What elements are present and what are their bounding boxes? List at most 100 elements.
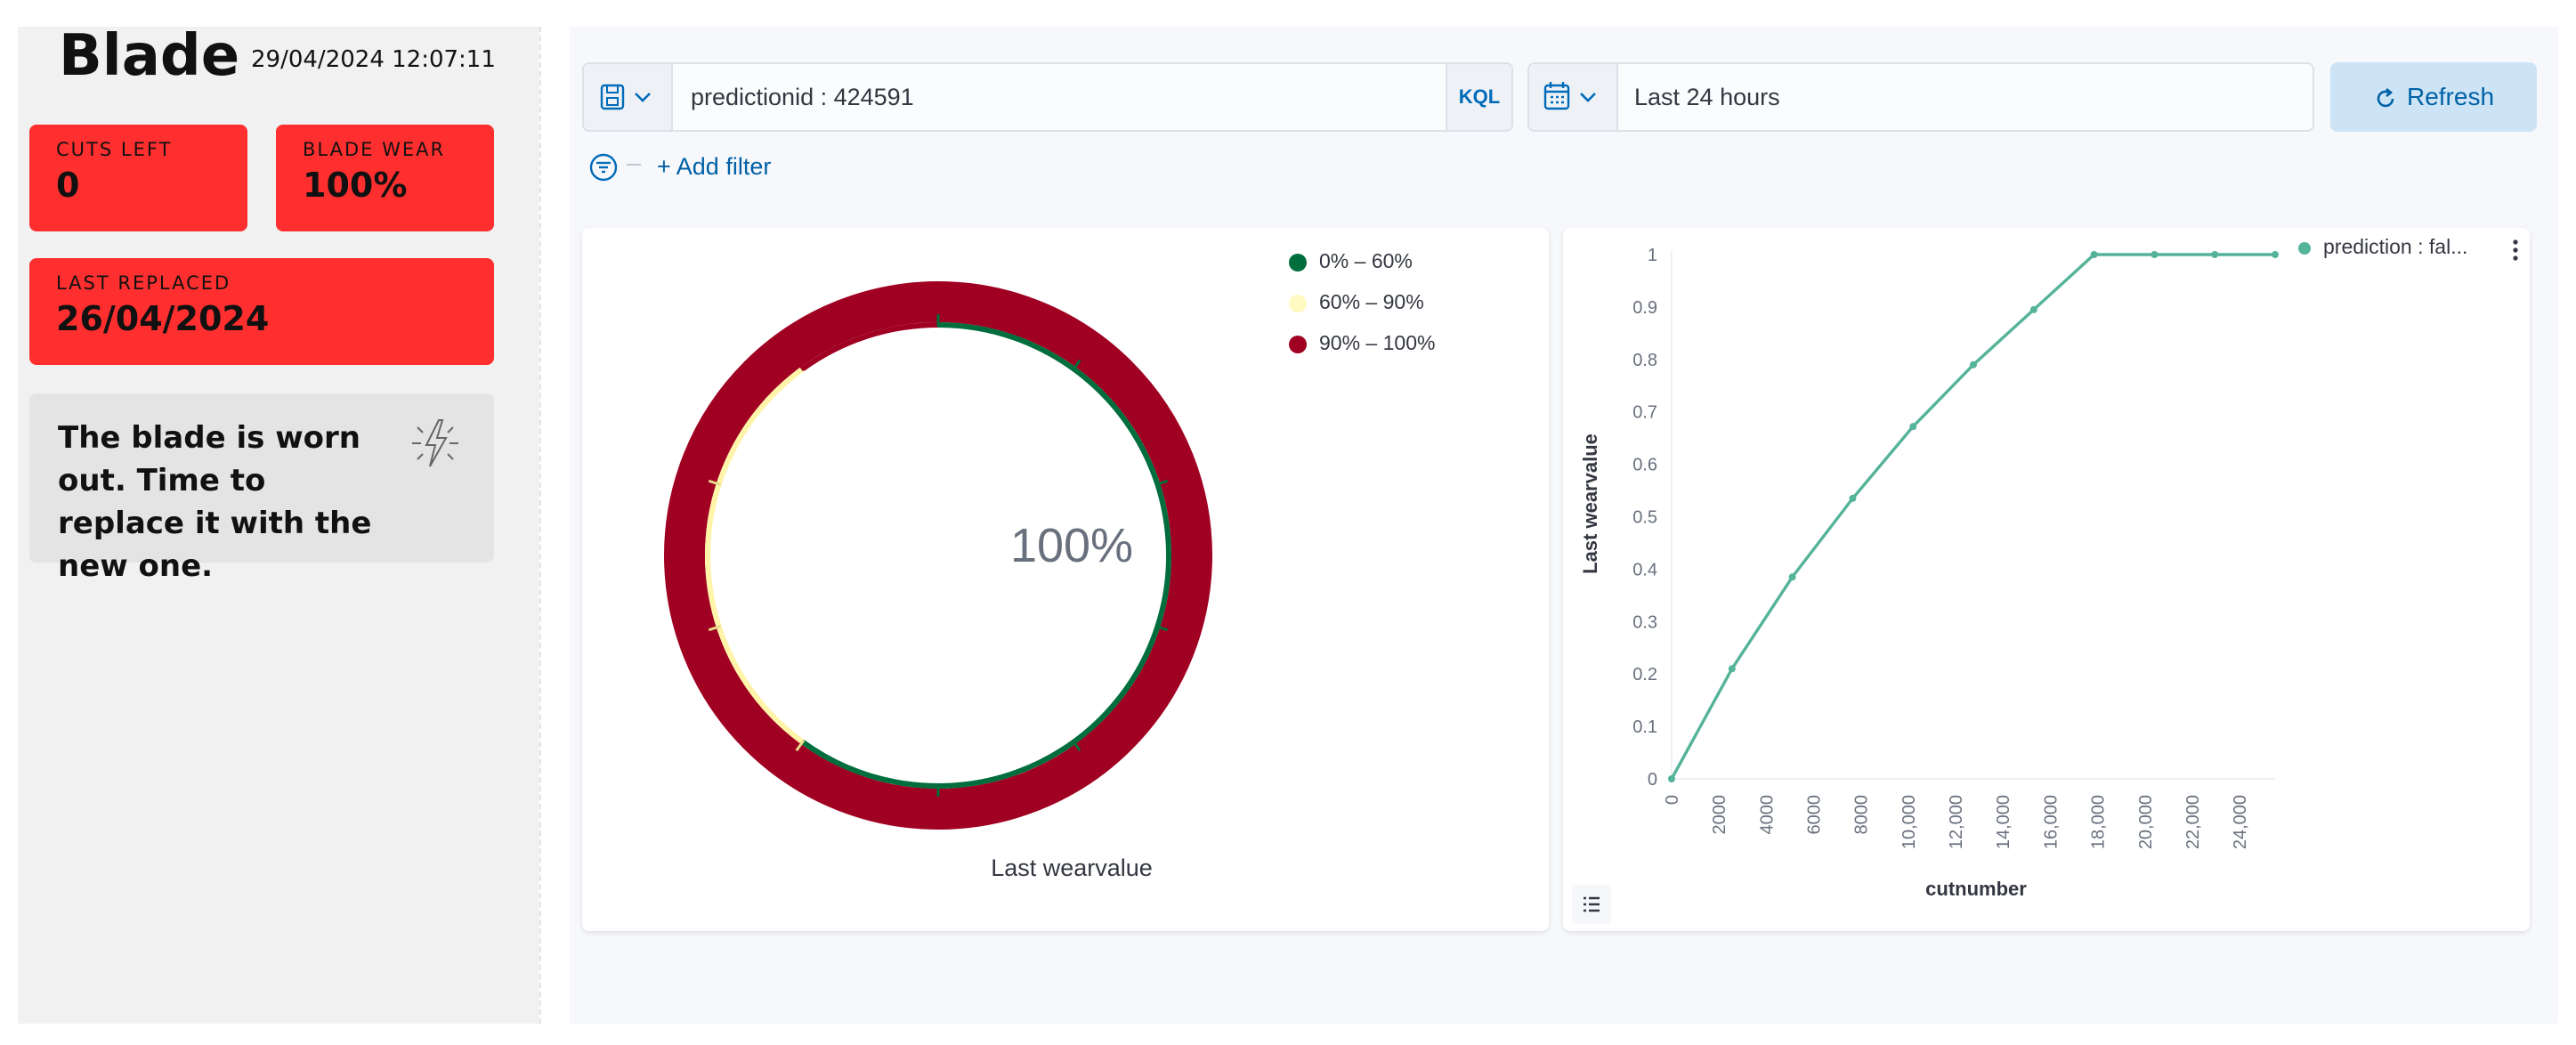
data-point[interactable] <box>1849 494 1857 502</box>
y-tick-label: 0.9 <box>1632 298 1657 318</box>
legend-label: 60% – 90% <box>1319 290 1424 313</box>
gauge-label: Last wearvalue <box>991 855 1153 881</box>
data-point[interactable] <box>1909 423 1917 431</box>
legend-toggle-button[interactable] <box>1572 885 1611 924</box>
data-point[interactable] <box>2029 305 2037 313</box>
x-tick-label: 24,000 <box>2231 795 2250 849</box>
cuts-left-value: 0 <box>56 166 80 205</box>
cuts-left-label: CUTS LEFT <box>56 139 173 160</box>
y-tick-label: 0.1 <box>1632 717 1657 737</box>
gauge-tick <box>1154 479 1169 487</box>
y-tick-label: 0.5 <box>1632 508 1657 528</box>
last-replaced-metric: LAST REPLACED 26/04/2024 <box>29 258 494 365</box>
x-tick-label: 20,000 <box>2136 795 2156 849</box>
x-tick-label: 12,000 <box>1947 795 1966 849</box>
blade-wear-value: 100% <box>303 166 408 205</box>
gauge-tick <box>708 479 722 487</box>
filter-icon[interactable] <box>587 151 620 183</box>
gauge-band <box>801 322 939 371</box>
x-tick-label: 8000 <box>1852 795 1872 835</box>
more-options-icon[interactable] <box>2510 237 2521 263</box>
blade-wear-label: BLADE WEAR <box>303 139 446 160</box>
x-tick-label: 0 <box>1663 795 1682 805</box>
search-query-input[interactable]: predictionid : 424591 <box>691 84 914 110</box>
last-replaced-value: 26/04/2024 <box>56 299 270 338</box>
gauge-value-ring <box>664 281 1212 830</box>
data-point[interactable] <box>1970 360 1977 369</box>
x-tick-label: 2000 <box>1710 795 1729 835</box>
cuts-left-metric: CUTS LEFT 0 <box>29 125 247 231</box>
kql-language-button[interactable]: KQL <box>1446 64 1511 130</box>
gauge-tick <box>795 359 806 371</box>
gauge-panel: 0% – 60% 60% – 90% 90% – 100% 100% Last … <box>582 228 1549 931</box>
data-point[interactable] <box>2211 251 2219 258</box>
x-axis-title: cutnumber <box>1925 878 2027 900</box>
blade-wear-metric: BLADE WEAR 100% <box>276 125 494 231</box>
gauge-tick <box>1154 624 1169 632</box>
refresh-label: Refresh <box>2406 83 2495 110</box>
gauge-tick <box>708 624 722 632</box>
panel-divider <box>539 27 541 1024</box>
legend-swatch <box>1289 253 1307 271</box>
y-tick-label: 0 <box>1648 770 1657 790</box>
quick-time-menu-button[interactable] <box>1529 64 1618 130</box>
list-icon <box>1584 896 1600 912</box>
x-tick-label: 4000 <box>1757 795 1777 835</box>
gauge-tick <box>795 740 806 752</box>
x-tick-label: 6000 <box>1805 795 1825 835</box>
data-point[interactable] <box>2090 251 2098 258</box>
legend-label: 0% – 60% <box>1319 249 1413 272</box>
gauge-legend-item[interactable]: 90% – 100% <box>1289 331 1435 355</box>
time-picker[interactable]: Last 24 hours <box>1527 62 2314 132</box>
legend-swatch <box>1289 294 1307 312</box>
gauge-band <box>705 367 805 744</box>
line-legend-item[interactable]: prediction : fal... <box>2298 235 2467 259</box>
y-tick-label: 0.2 <box>1632 665 1657 685</box>
y-tick-label: 0.3 <box>1632 612 1657 632</box>
y-tick-label: 0.8 <box>1632 351 1657 370</box>
y-tick-label: 0.4 <box>1632 560 1657 579</box>
legend-label: 90% – 100% <box>1319 331 1436 354</box>
blade-status-message: The blade is worn out. Time to replace i… <box>29 393 494 584</box>
gauge-tick <box>1071 359 1081 371</box>
last-replaced-label: LAST REPLACED <box>56 272 231 294</box>
saved-query-menu-button[interactable] <box>584 64 673 130</box>
x-tick-label: 14,000 <box>1994 795 2013 849</box>
gauge-tick <box>1071 740 1081 752</box>
data-point[interactable] <box>1788 573 1796 581</box>
refresh-icon <box>2377 87 2394 107</box>
blade-status-text: The blade is worn out. Time to replace i… <box>58 420 372 584</box>
add-filter-button[interactable]: + Add filter <box>657 153 772 180</box>
x-tick-label: 22,000 <box>2183 795 2203 849</box>
wear-gauge <box>664 281 1212 830</box>
query-bar[interactable]: predictionid : 424591 KQL <box>582 62 1513 132</box>
filter-separator <box>627 164 641 166</box>
y-tick-label: 0.6 <box>1632 456 1657 475</box>
data-point[interactable] <box>1728 665 1736 673</box>
line-chart-panel: 0 0.1 0.2 0.3 0.4 0.5 0.6 0.7 0.8 0.9 1 0 2000 4000 60… <box>1563 228 2530 931</box>
series-line <box>1670 253 2275 780</box>
legend-swatch <box>2298 241 2311 255</box>
gauge-value: 100% <box>1009 519 1134 572</box>
legend-label: prediction : fal... <box>2323 235 2468 258</box>
data-point[interactable] <box>2151 251 2159 258</box>
time-range-display[interactable]: Last 24 hours <box>1634 84 1780 110</box>
lightning-bolt-icon <box>412 419 458 467</box>
x-tick-label: 18,000 <box>2089 795 2109 849</box>
blade-datetime: 29/04/2024 12:07:11 <box>251 46 496 73</box>
gauge-legend-item[interactable]: 60% – 90% <box>1289 290 1424 314</box>
legend-swatch <box>1289 335 1307 353</box>
wear-line-chart: 0 0.1 0.2 0.3 0.4 0.5 0.6 0.7 0.8 0.9 1 0 2000 4000 60… <box>1579 246 2279 900</box>
data-point[interactable] <box>2272 251 2279 258</box>
x-tick-label: 16,000 <box>2041 795 2061 849</box>
refresh-button[interactable]: Refresh <box>2330 62 2537 132</box>
y-axis-title: Last wearvalue <box>1579 433 1601 574</box>
calendar-icon <box>1543 82 1596 110</box>
y-tick-label: 0.7 <box>1632 403 1657 423</box>
data-point[interactable] <box>1668 775 1675 782</box>
save-icon <box>600 84 651 110</box>
y-tick-label: 1 <box>1648 246 1657 265</box>
gauge-legend-item[interactable]: 0% – 60% <box>1289 249 1413 273</box>
x-tick-label: 10,000 <box>1900 795 1919 849</box>
blade-title: Blade <box>59 23 240 89</box>
